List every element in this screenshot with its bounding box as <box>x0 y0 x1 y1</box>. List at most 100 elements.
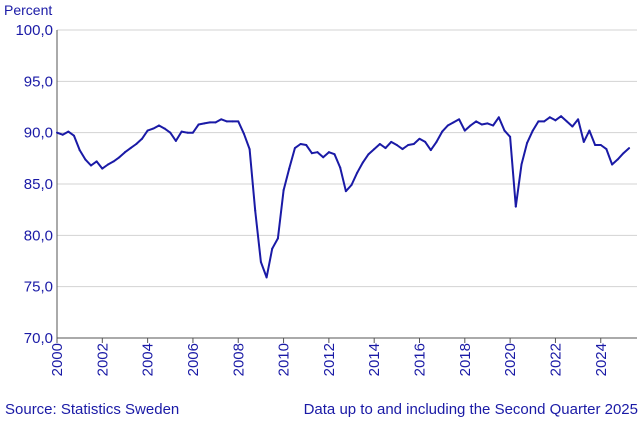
data-point <box>588 129 591 132</box>
data-point <box>469 124 472 127</box>
data-point <box>458 118 461 121</box>
data-point <box>486 122 489 125</box>
data-point <box>361 161 364 164</box>
data-point <box>106 163 109 166</box>
data-point <box>390 140 393 143</box>
data-point <box>84 158 87 161</box>
data-point <box>191 131 194 134</box>
data-point <box>254 209 257 212</box>
y-tick-label: 85,0 <box>24 176 53 193</box>
x-tick-label: 2024 <box>593 343 610 376</box>
data-point <box>503 129 506 132</box>
data-point <box>152 127 155 130</box>
data-point <box>118 156 121 159</box>
data-point <box>594 143 597 146</box>
data-point <box>418 137 421 140</box>
gridlines <box>57 29 637 288</box>
data-point <box>480 123 483 126</box>
data-point <box>616 158 619 161</box>
data-point <box>628 147 631 150</box>
x-tick-label: 2010 <box>276 343 293 376</box>
data-point <box>220 118 223 121</box>
data-point <box>316 151 319 154</box>
data-point <box>492 124 495 127</box>
data-point <box>225 120 228 123</box>
data-point <box>203 122 206 125</box>
data-point <box>373 148 376 151</box>
data-point <box>350 184 353 187</box>
y-tick-label: 90,0 <box>24 125 53 142</box>
data-point <box>89 164 92 167</box>
data-point <box>441 130 444 133</box>
data-point <box>344 190 347 193</box>
data-point <box>271 247 274 250</box>
data-point <box>531 129 534 132</box>
y-tick-label: 70,0 <box>24 330 53 347</box>
x-tick-labels: 2000 2002 2004 2006 2008 2010 2012 2014 2016 2018… <box>49 338 610 376</box>
data-point <box>356 171 359 174</box>
data-point <box>599 143 602 146</box>
data-point <box>548 116 551 119</box>
data-point <box>327 151 330 154</box>
data-point <box>401 148 404 151</box>
data-point <box>248 148 251 151</box>
data-point <box>157 124 160 127</box>
data-point <box>429 149 432 152</box>
data-point <box>526 141 529 144</box>
data-point <box>310 152 313 155</box>
data-point <box>237 120 240 123</box>
series-group <box>56 115 631 279</box>
data-point <box>259 261 262 264</box>
y-tick-label: 95,0 <box>24 73 53 90</box>
data-point <box>123 151 126 154</box>
y-tick-label: 80,0 <box>24 227 53 244</box>
data-point <box>169 131 172 134</box>
data-point <box>72 134 75 137</box>
data-point <box>514 205 517 208</box>
x-tick-label: 2004 <box>140 343 157 376</box>
x-tick-label: 2008 <box>230 343 247 376</box>
source-note: Source: Statistics Sweden <box>5 401 180 418</box>
data-point <box>435 140 438 143</box>
x-tick-label: 2014 <box>366 343 383 376</box>
line-chart: Percent 70,0 75,0 80,0 85,0 90,0 95,0 100,0 20… <box>4 2 637 376</box>
data-point <box>322 156 325 159</box>
data-point <box>186 131 189 134</box>
data-point <box>446 124 449 127</box>
data-point <box>146 129 149 132</box>
data-update-note: Data up to and including the Second Quar… <box>303 401 638 418</box>
data-point <box>384 147 387 150</box>
data-point <box>282 189 285 192</box>
data-point <box>543 120 546 123</box>
data-point <box>565 120 568 123</box>
data-point <box>611 163 614 166</box>
data-point <box>463 129 466 132</box>
data-point <box>129 147 132 150</box>
y-tick-label: 100,0 <box>15 22 53 39</box>
data-point <box>582 140 585 143</box>
x-tick-label: 2022 <box>547 343 564 376</box>
data-point <box>180 130 183 133</box>
data-point <box>242 132 245 135</box>
x-tick-label: 2000 <box>49 343 66 376</box>
y-axis-label: Percent <box>4 2 52 18</box>
data-point <box>95 160 98 163</box>
data-point <box>339 166 342 169</box>
data-point <box>412 142 415 145</box>
data-point <box>140 137 143 140</box>
y-tick-labels: 70,0 75,0 80,0 85,0 90,0 95,0 100,0 <box>15 22 53 347</box>
series-line <box>56 115 630 279</box>
x-tick-label: 2018 <box>457 343 474 376</box>
data-point <box>424 140 427 143</box>
data-point <box>605 148 608 151</box>
data-point <box>520 163 523 166</box>
data-point <box>67 130 70 133</box>
data-point <box>554 119 557 122</box>
data-point <box>112 160 115 163</box>
data-point <box>367 153 370 156</box>
data-point <box>305 143 308 146</box>
data-point <box>174 139 177 142</box>
data-point <box>509 135 512 138</box>
data-point <box>231 120 234 123</box>
data-point <box>475 120 478 123</box>
